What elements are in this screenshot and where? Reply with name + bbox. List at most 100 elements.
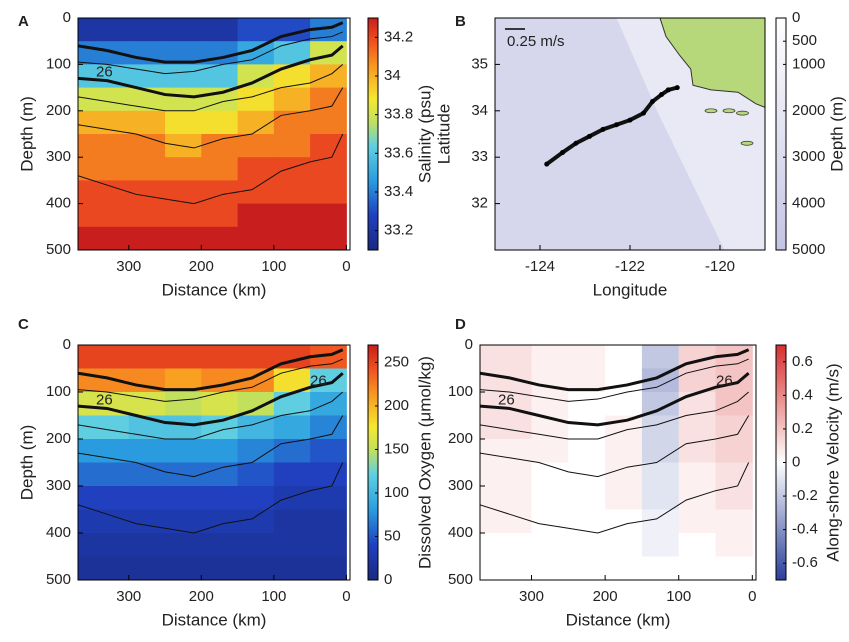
y-tick-label: 0 [63,9,71,26]
cb-tick-label: 34 [384,67,401,84]
field-cell [128,226,166,250]
isopycnal [78,391,344,440]
isopycnal [480,462,750,534]
cb-tick-label: 0.6 [792,353,813,370]
cb-tick-label: 500 [792,32,817,49]
x-axis-label: Distance (km) [566,610,671,629]
isopycnal [78,21,344,64]
x-tick-label: 300 [116,258,141,275]
field-cell [78,18,130,42]
field-cell [78,110,130,135]
field-cell [568,345,606,369]
y-tick-label: 0 [63,336,71,353]
field-cell [641,533,680,557]
panel-label: A [18,13,29,30]
field-cell [237,556,275,580]
x-tick-label: 300 [116,588,141,605]
field-cell [531,439,569,463]
field-cell [201,556,239,580]
field-cell [78,226,130,250]
y-tick-label: 500 [46,241,71,258]
field-cell [201,203,239,228]
x-axis-label: Distance (km) [162,610,267,629]
island [722,108,736,114]
isopycnal [480,358,749,402]
field-cell [310,64,347,89]
field-cell [605,533,643,557]
field-cell [480,439,533,463]
cb-tick-label: -0.4 [792,521,818,538]
field-cell [273,64,311,89]
field-cell [128,556,166,580]
track-point [573,140,579,146]
y-tick-label: 100 [46,383,71,400]
cb-tick-label: 250 [384,353,409,370]
field-cell [480,486,533,510]
track-point [659,92,664,98]
track-point [650,99,655,105]
field-cell [310,226,347,250]
isopycnal [78,87,344,149]
field-cell [78,87,130,112]
field-cell [78,180,130,205]
island [704,108,718,114]
y-tick-label: 300 [448,477,473,494]
field-cell [715,439,753,463]
field-cell [273,509,311,534]
field-cell [237,41,275,65]
y-tick-label: 100 [448,383,473,400]
track-point [627,117,633,123]
field-cell [605,439,643,463]
track-point [544,161,550,167]
cb-tick-label: 1000 [792,55,825,72]
field-cell [310,134,347,158]
x-tick-label: 100 [261,588,286,605]
field-cell [678,392,717,416]
y-tick-label: 32 [471,195,488,212]
colorbar [367,17,379,251]
field-cell [201,486,239,510]
field-cell [237,134,275,158]
field-cell [273,41,311,65]
x-tick-label: -122 [615,258,645,275]
field-cell [480,415,533,440]
y-tick-label: 400 [46,524,71,541]
field-cell [165,509,202,534]
field-cell [715,486,753,510]
field-cell [128,439,166,463]
cb-tick-label: 0 [792,453,800,470]
field-cell [273,87,311,112]
field-cell [310,392,347,416]
field-cell [237,462,275,487]
x-tick-label: 0 [748,588,756,605]
field-cell [678,533,717,557]
cb-tick-label: 2000 [792,102,825,119]
field-cell [237,180,275,205]
y-tick-label: 34 [471,102,488,119]
field-cell [310,157,347,181]
field-cell [678,509,717,534]
x-tick-label: 100 [666,588,691,605]
isopycnal [78,358,343,402]
field-cell [310,110,347,135]
field-cell [128,509,166,534]
field-cell [201,509,239,534]
field-cell [605,486,643,510]
field-cell [237,486,275,510]
contour-label: 26 [498,391,515,408]
field-cell [237,345,275,369]
cb-tick-label: 100 [384,484,409,501]
cb-tick-label: 33.8 [384,106,413,123]
isopycnal [480,372,750,427]
cb-tick-label: 0 [384,571,392,588]
field-cell [128,134,166,158]
y-tick-label: 100 [46,55,71,72]
field-cell [273,392,311,416]
field-cell [165,345,202,369]
field-cell [78,556,130,580]
y-axis-label: Depth (m) [17,96,36,172]
isopycnal [78,348,344,392]
track-point [587,133,592,139]
field-cell [310,533,347,557]
field-cell [237,110,275,135]
